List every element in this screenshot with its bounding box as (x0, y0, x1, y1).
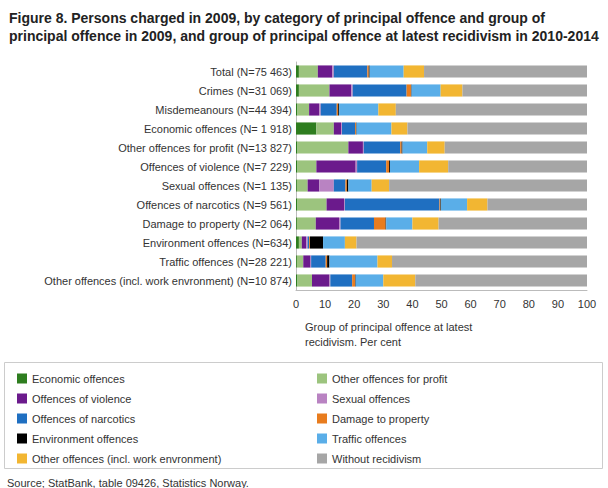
svg-text:Environment offences (N=634): Environment offences (N=634) (143, 237, 292, 249)
svg-text:Without recidivism: Without recidivism (332, 453, 421, 465)
svg-text:100: 100 (578, 298, 596, 310)
svg-text:Sexual offences: Sexual offences (332, 393, 411, 405)
svg-text:20: 20 (348, 298, 360, 310)
svg-text:70: 70 (494, 298, 506, 310)
svg-text:Economic offences (N= 1 918): Economic offences (N= 1 918) (144, 123, 292, 135)
svg-text:Offences of narcotics (N=9 561: Offences of narcotics (N=9 561) (137, 199, 292, 211)
svg-text:Other offences for profit: Other offences for profit (332, 373, 447, 385)
svg-text:Other offences (incl. work env: Other offences (incl. work envronment) (… (44, 275, 292, 287)
svg-text:50: 50 (435, 298, 447, 310)
svg-text:principal offence in 2009, and: principal offence in 2009, and group of … (9, 28, 599, 44)
svg-text:Offences of narcotics: Offences of narcotics (32, 413, 136, 425)
svg-text:Other offences for profit (N=1: Other offences for profit (N=13 827) (118, 142, 292, 154)
svg-text:Offences of violence: Offences of violence (32, 393, 131, 405)
svg-text:Offences of violence (N=7 229): Offences of violence (N=7 229) (140, 161, 292, 173)
svg-text:recidivism. Per cent: recidivism. Per cent (305, 336, 401, 348)
svg-text:Other offences (incl. work env: Other offences (incl. work envronment) (32, 453, 221, 465)
svg-text:Crimes (N=31 069): Crimes (N=31 069) (199, 85, 292, 97)
svg-text:Source; StatBank, table 09426,: Source; StatBank, table 09426, Statistic… (7, 477, 249, 488)
svg-text:40: 40 (406, 298, 418, 310)
svg-text:Damage to property: Damage to property (332, 413, 430, 425)
svg-text:Sexual offences (N=1 135): Sexual offences (N=1 135) (162, 180, 292, 192)
svg-text:60: 60 (464, 298, 476, 310)
svg-text:Damage to property (N=2 064): Damage to property (N=2 064) (143, 218, 293, 230)
svg-text:Economic offences: Economic offences (32, 373, 125, 385)
svg-text:0: 0 (293, 298, 299, 310)
svg-text:90: 90 (552, 298, 564, 310)
svg-text:Traffic offences: Traffic offences (332, 433, 407, 445)
svg-text:30: 30 (377, 298, 389, 310)
svg-text:80: 80 (523, 298, 535, 310)
svg-text:Environment offences: Environment offences (32, 433, 139, 445)
svg-text:Total (N=75 463): Total (N=75 463) (210, 66, 292, 78)
svg-text:10: 10 (319, 298, 331, 310)
svg-text:Group of principal offence at: Group of principal offence at latest (305, 321, 475, 333)
svg-text:Figure 8. Persons charged in 2: Figure 8. Persons charged in 2009, by ca… (9, 10, 549, 26)
svg-text:Misdemeanours (N=44 394): Misdemeanours (N=44 394) (155, 104, 292, 116)
svg-text:Traffic offences (N=28 221): Traffic offences (N=28 221) (159, 256, 292, 268)
